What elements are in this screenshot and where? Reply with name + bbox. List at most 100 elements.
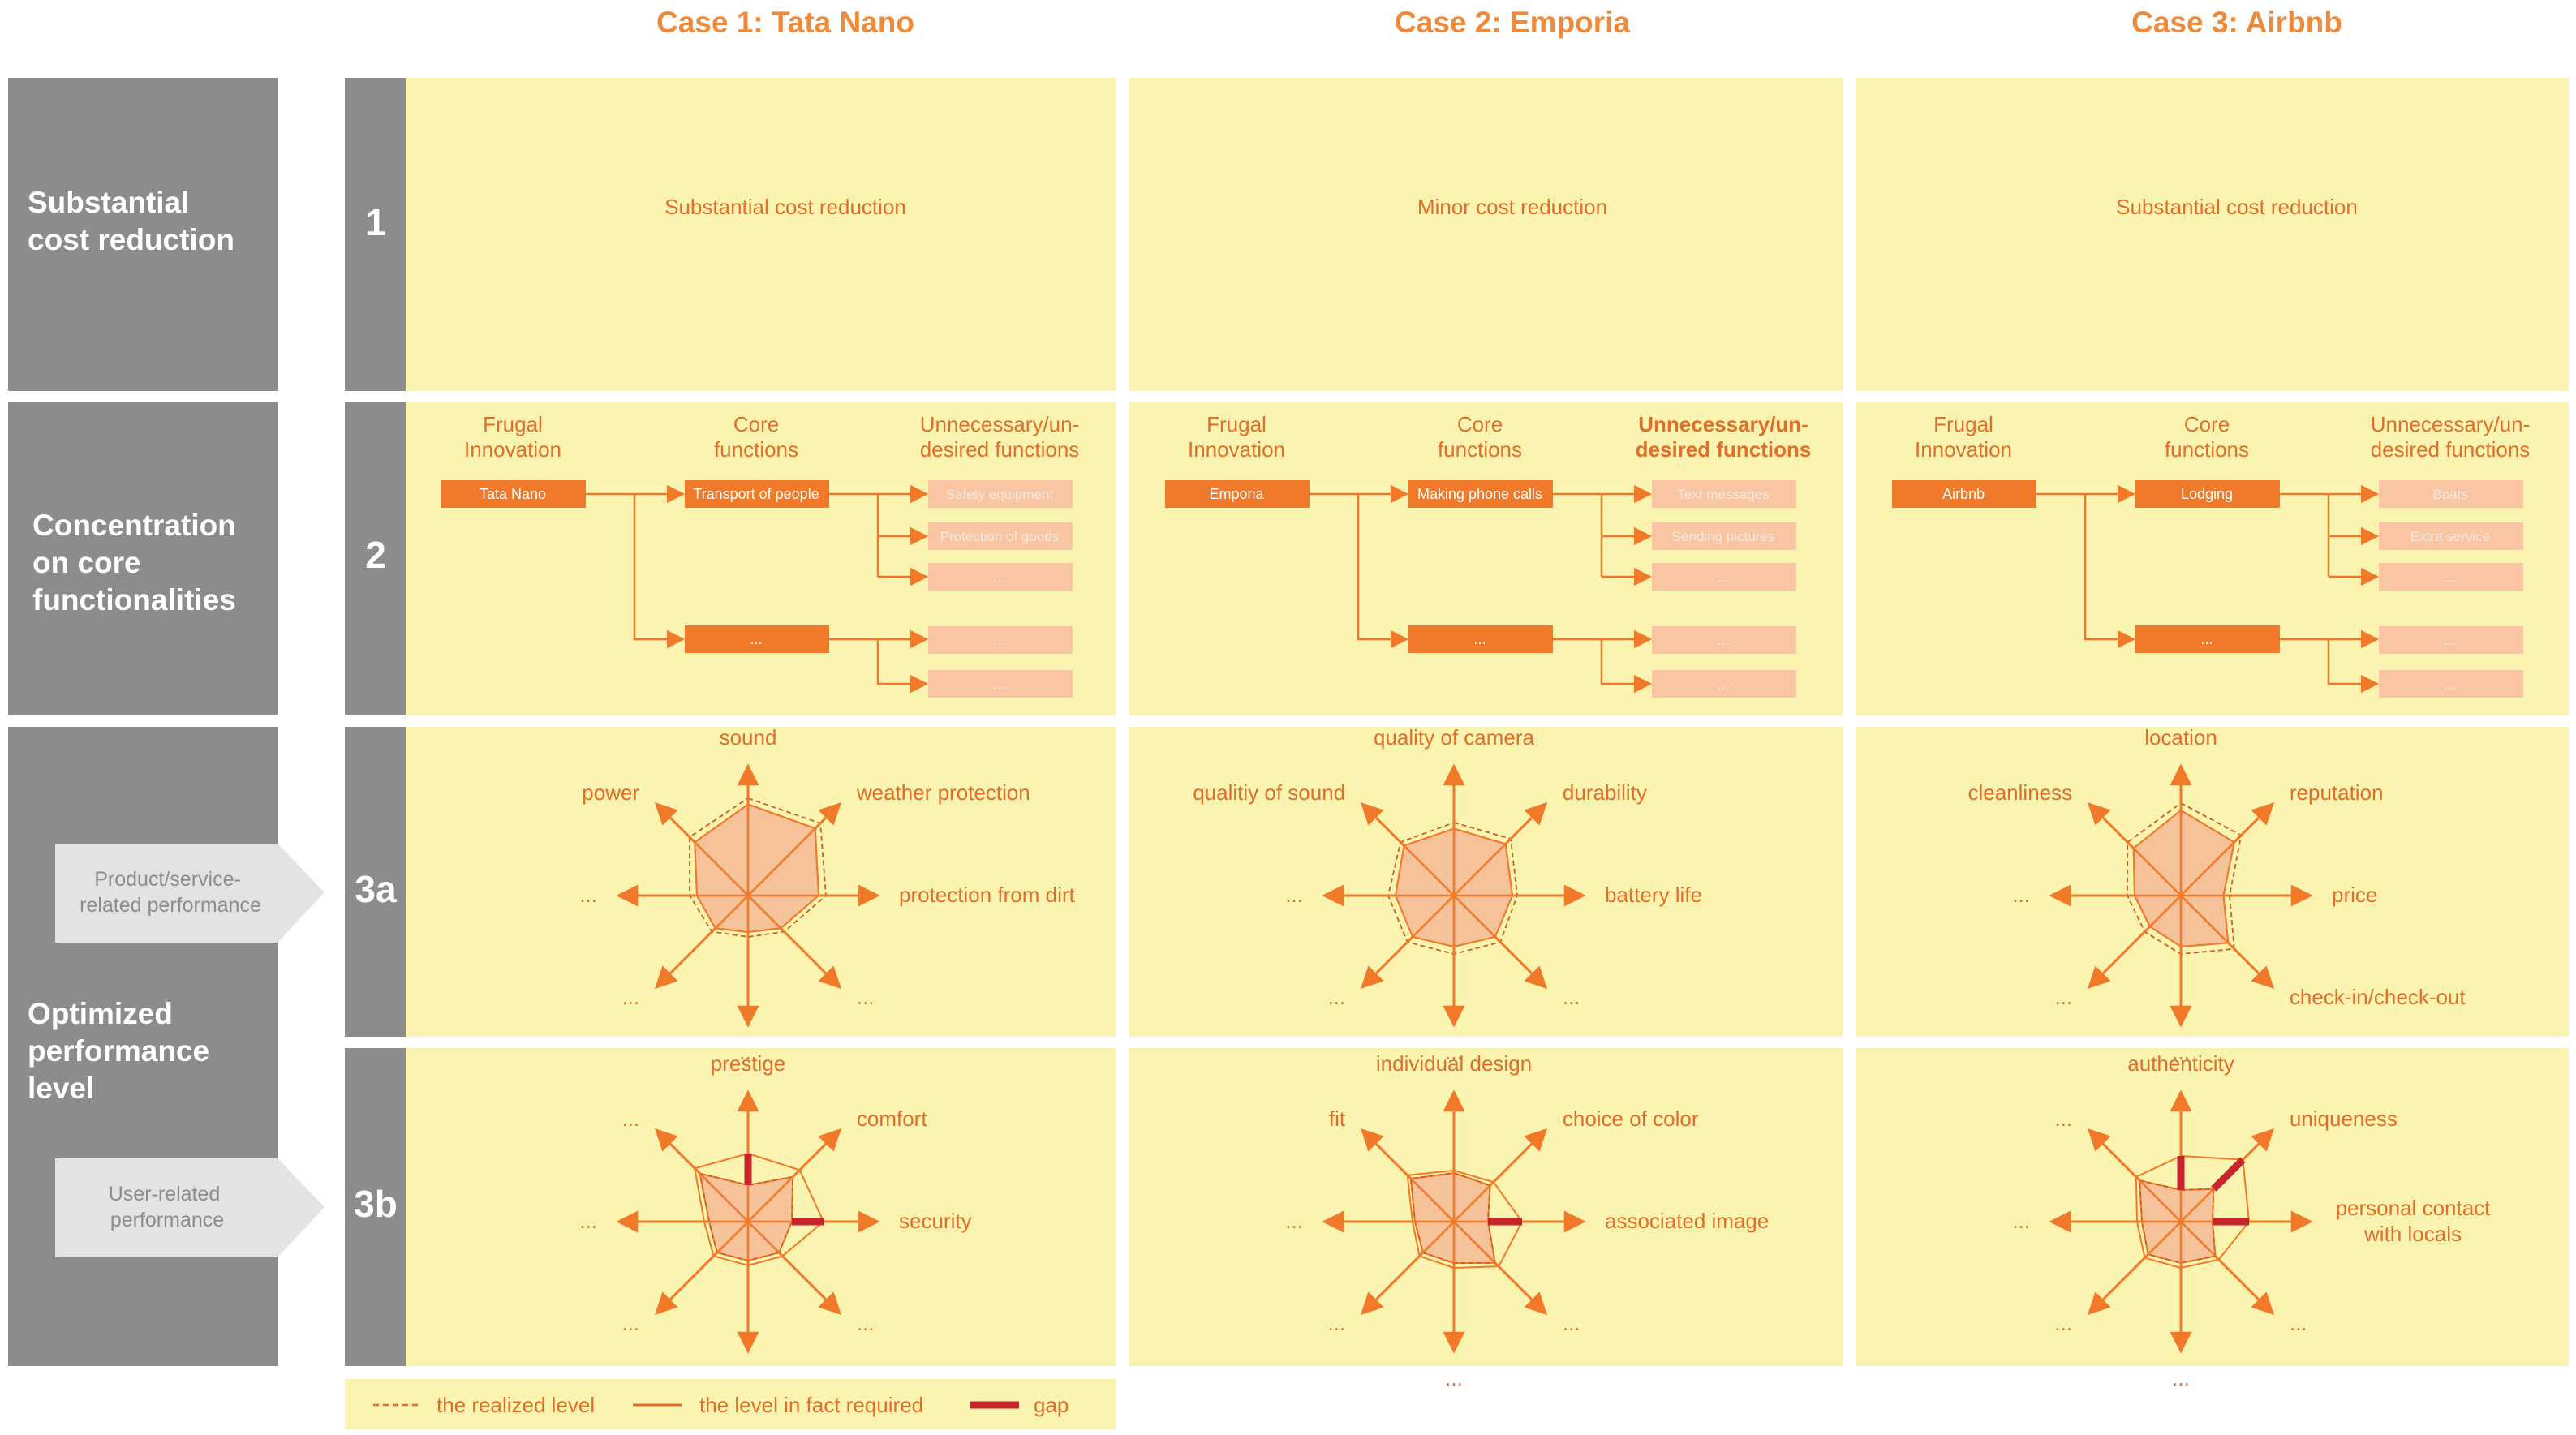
unnecessary-box bbox=[2379, 480, 2523, 508]
unnecessary-box-label: Safety equipment bbox=[946, 487, 1054, 502]
unnecessary-box bbox=[1652, 522, 1796, 550]
radar-axis-top bbox=[747, 1221, 841, 1315]
radar-axis-top bbox=[2180, 895, 2274, 989]
legend-required-label: the level in fact required bbox=[699, 1393, 923, 1417]
connector bbox=[1357, 494, 1409, 649]
row-label-core-line1: Concentration bbox=[32, 509, 236, 542]
radar-axis-label: battery life bbox=[1605, 883, 1702, 907]
unnecessary-box-label: ... bbox=[2445, 569, 2456, 585]
radar-axis-label: comfort bbox=[857, 1106, 927, 1131]
radar-axis-top bbox=[1453, 1128, 1547, 1222]
radar-3b-case3: authenticity uniqueness personal contact wi… bbox=[2012, 1051, 2491, 1390]
core-box-1 bbox=[685, 480, 829, 508]
radar-axis-label: ... bbox=[2054, 985, 2072, 1009]
frugal-box-label: Airbnb bbox=[1942, 486, 1985, 502]
radar-axis-label: qualitiy of sound bbox=[1193, 780, 1345, 805]
core-box-2-label: ... bbox=[750, 631, 762, 647]
row1-case3-text: Substantial cost reduction bbox=[2116, 195, 2358, 219]
radar-axis-top bbox=[1453, 802, 1547, 896]
row2-header-core: Core functions bbox=[2165, 412, 2249, 462]
number-box-1 bbox=[345, 78, 406, 391]
radar-axis-top bbox=[655, 895, 749, 989]
unnecessary-box-label: ... bbox=[2445, 677, 2456, 692]
radar-axis-top bbox=[655, 1221, 749, 1315]
number-box-3b bbox=[345, 1048, 406, 1366]
connector bbox=[2327, 639, 2380, 694]
radar-axis-label: ... bbox=[2012, 883, 2030, 907]
frugal-box bbox=[441, 480, 586, 508]
row-number-3b: 3b bbox=[354, 1183, 398, 1225]
unnecessary-box bbox=[1652, 626, 1796, 654]
unnecessary-box bbox=[2379, 670, 2523, 698]
radar-axis-label: ... bbox=[739, 1040, 757, 1064]
unnecessary-box-label: ... bbox=[994, 633, 1005, 648]
radar-axis-label: ... bbox=[2012, 1209, 2030, 1233]
row-label-optimized-box bbox=[8, 727, 278, 1366]
radar-axis-top bbox=[1453, 1221, 1547, 1315]
radar-axis-label: reputation bbox=[2290, 780, 2384, 805]
unnecessary-box bbox=[1652, 670, 1796, 698]
radar-axis-top bbox=[747, 1128, 841, 1222]
radar-axis-label: ... bbox=[621, 1311, 639, 1335]
frugal-box bbox=[1165, 480, 1310, 508]
radar-axis-label: uniqueness bbox=[2290, 1106, 2398, 1131]
cell-r2-c1 bbox=[406, 402, 1116, 715]
row2-header-core: Core functions bbox=[1438, 412, 1522, 462]
row-label-cost-box bbox=[8, 78, 278, 391]
frugal-box-label: Tata Nano bbox=[480, 486, 546, 502]
radar-axis-label: ... bbox=[1327, 985, 1345, 1009]
radar-charts: sound weather protection protection from d… bbox=[579, 725, 2491, 1390]
radar-axis-label: check-in/check-out bbox=[2290, 985, 2466, 1009]
connector bbox=[1600, 639, 1653, 694]
radar-axis-label: ... bbox=[2172, 1366, 2190, 1390]
unnecessary-box bbox=[928, 670, 1073, 698]
radar-axis-label: security bbox=[899, 1209, 972, 1233]
radar-axis-label: ... bbox=[1285, 883, 1303, 907]
row-label-core-line3: functionalities bbox=[32, 583, 236, 617]
radar-axis-label: prestige bbox=[711, 1051, 786, 1076]
cell-r1-c3 bbox=[1856, 78, 2569, 391]
callout-product-text: Product/service- related performance bbox=[80, 868, 261, 917]
radar-axis-label: power bbox=[582, 780, 639, 805]
row2-header-frugal: Frugal Innovation bbox=[1915, 412, 2012, 462]
radar-axis-top bbox=[2088, 1128, 2182, 1222]
row-label-optimized-line2: performance bbox=[28, 1034, 209, 1068]
unnecessary-box bbox=[2379, 563, 2523, 591]
row2-trees: Frugal Innovation Core functions Unnecessary… bbox=[441, 412, 2530, 698]
row-number-3a: 3a bbox=[355, 868, 397, 910]
core-box-1-label: Transport of people bbox=[693, 486, 819, 502]
unnecessary-box-label: Text messages bbox=[1677, 487, 1769, 502]
radar-axis-label: ... bbox=[579, 1209, 597, 1233]
cell-r1-c2 bbox=[1129, 78, 1843, 391]
core-box-2-label: ... bbox=[1473, 631, 1486, 647]
radar-axis-label: personal contact with locals bbox=[2336, 1196, 2492, 1246]
core-box-2 bbox=[1408, 625, 1553, 653]
row2-header-core: Core functions bbox=[714, 412, 798, 462]
unnecessary-box-label: Boats bbox=[2432, 487, 2467, 502]
row-label-core: Concentration on core functionalities bbox=[32, 509, 244, 617]
radar-axis-top bbox=[2180, 1221, 2274, 1315]
radar-axis-label: ... bbox=[857, 985, 875, 1009]
grid-cells bbox=[406, 78, 2569, 1366]
unnecessary-box-label: Sending pictures bbox=[1672, 529, 1775, 544]
radar-axis-top bbox=[655, 802, 749, 896]
row1-case1-text: Substantial cost reduction bbox=[664, 195, 906, 219]
radar-axis-top bbox=[2088, 802, 2182, 896]
unnecessary-box-label: ... bbox=[2445, 633, 2456, 648]
cell-r1-c1 bbox=[406, 78, 1116, 391]
core-box-2 bbox=[685, 625, 829, 653]
connector bbox=[633, 494, 686, 649]
unnecessary-box bbox=[2379, 522, 2523, 550]
radar-axis-label: sound bbox=[720, 725, 777, 750]
connector bbox=[2084, 494, 2136, 649]
radar-axis-label: ... bbox=[2290, 1311, 2307, 1335]
radar-axis-top bbox=[1361, 1128, 1455, 1222]
core-box-2 bbox=[2135, 625, 2280, 653]
radar-axis-label: individual design bbox=[1376, 1051, 1532, 1076]
unnecessary-box-label: ... bbox=[1718, 677, 1729, 692]
core-box-2-label: ... bbox=[2200, 631, 2213, 647]
unnecessary-box-label: ... bbox=[994, 569, 1005, 585]
unnecessary-box-label: ... bbox=[1718, 633, 1729, 648]
radar-axis-label: associated image bbox=[1605, 1209, 1769, 1233]
radar-axis-label: ... bbox=[621, 985, 639, 1009]
